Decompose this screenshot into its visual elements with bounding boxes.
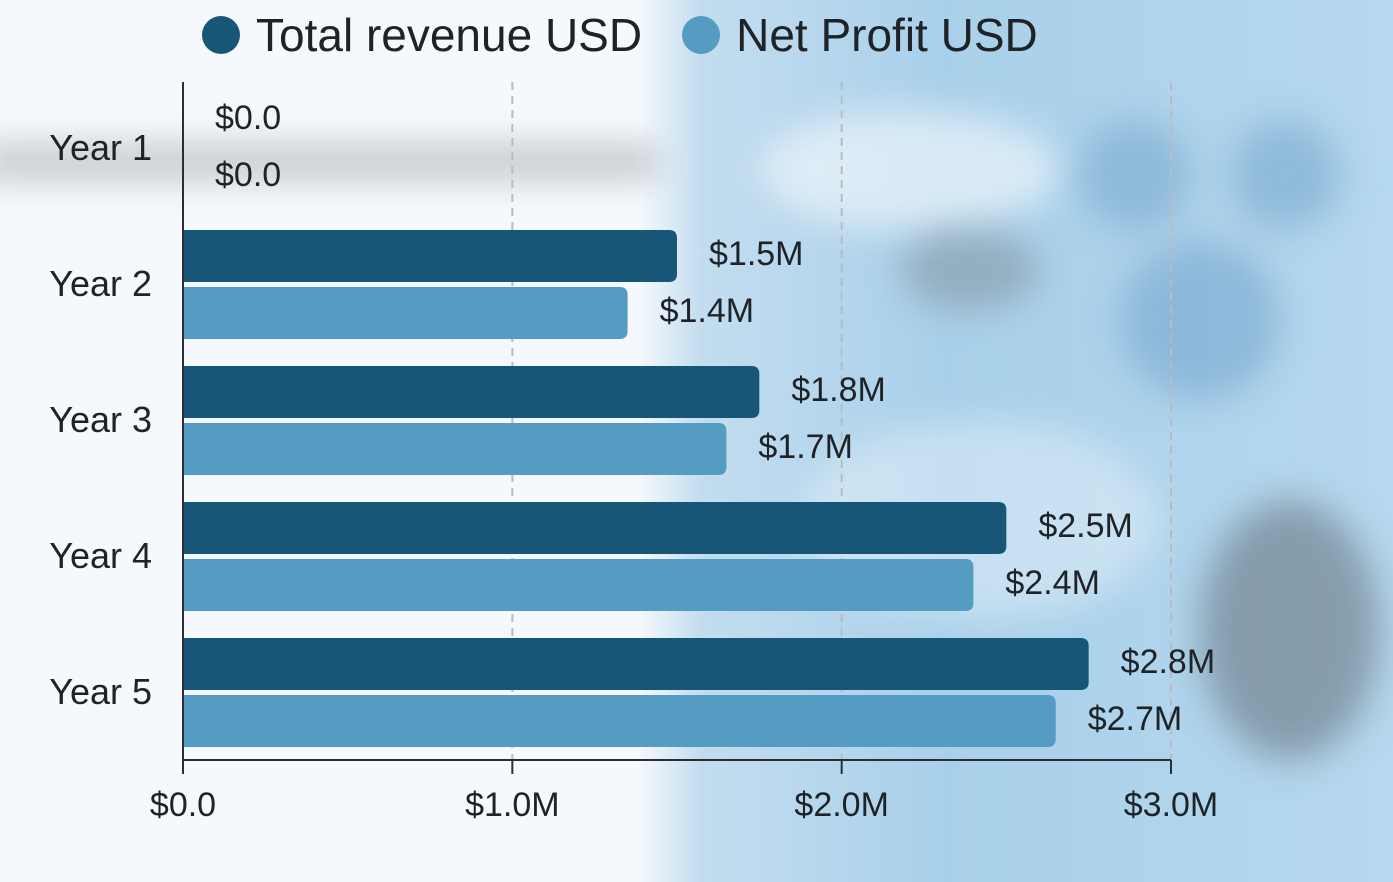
y-category-label: Year 3 <box>49 398 152 440</box>
bar-value-label: $2.4M <box>1005 564 1100 602</box>
background-blob <box>1230 120 1340 230</box>
bar-value-label: $0.0 <box>215 156 282 194</box>
y-category-label: Year 4 <box>49 534 152 576</box>
x-tick-label: $1.0M <box>465 786 560 824</box>
x-tick-label: $0.0 <box>149 786 217 824</box>
background-blob <box>1120 240 1280 400</box>
background-blob <box>900 230 1040 310</box>
background-blob <box>760 110 1060 230</box>
bar-value-label: $1.7M <box>758 428 853 466</box>
bar-total-revenue <box>183 366 760 418</box>
legend-item-net-profit: Net Profit USD <box>682 8 1038 62</box>
bar-total-revenue <box>183 230 677 282</box>
blurred-background-streak <box>0 140 660 184</box>
y-category-label: Year 1 <box>49 126 152 168</box>
bar-net-profit <box>183 559 974 611</box>
bar-value-label: $1.4M <box>659 292 755 330</box>
bar-net-profit <box>183 695 1056 747</box>
bar-value-label: $2.7M <box>1087 700 1183 738</box>
bar-value-label: $2.8M <box>1120 643 1216 681</box>
background-blob <box>1200 500 1380 760</box>
bar-net-profit <box>183 287 628 339</box>
bar-total-revenue <box>183 638 1089 690</box>
bar-value-label: $1.8M <box>791 371 886 409</box>
bar-net-profit <box>183 423 727 475</box>
bar-value-label: $0.0 <box>215 99 282 137</box>
legend-swatch-total-revenue <box>202 16 240 54</box>
y-category-label: Year 2 <box>49 262 152 304</box>
bar-total-revenue <box>183 502 1007 554</box>
y-category-label: Year 5 <box>49 670 152 712</box>
bar-value-label: $2.5M <box>1038 507 1133 545</box>
legend-label-net-profit: Net Profit USD <box>736 9 1038 61</box>
legend-swatch-net-profit <box>682 16 721 54</box>
legend-label-total-revenue: Total revenue USD <box>256 9 643 61</box>
legend-item-total-revenue: Total revenue USD <box>202 8 642 62</box>
x-tick-label: $3.0M <box>1123 786 1219 824</box>
bar-value-label: $1.5M <box>709 235 804 273</box>
x-tick-label: $2.0M <box>794 786 889 824</box>
chart-legend: Total revenue USD Net Profit USD <box>202 8 1078 62</box>
